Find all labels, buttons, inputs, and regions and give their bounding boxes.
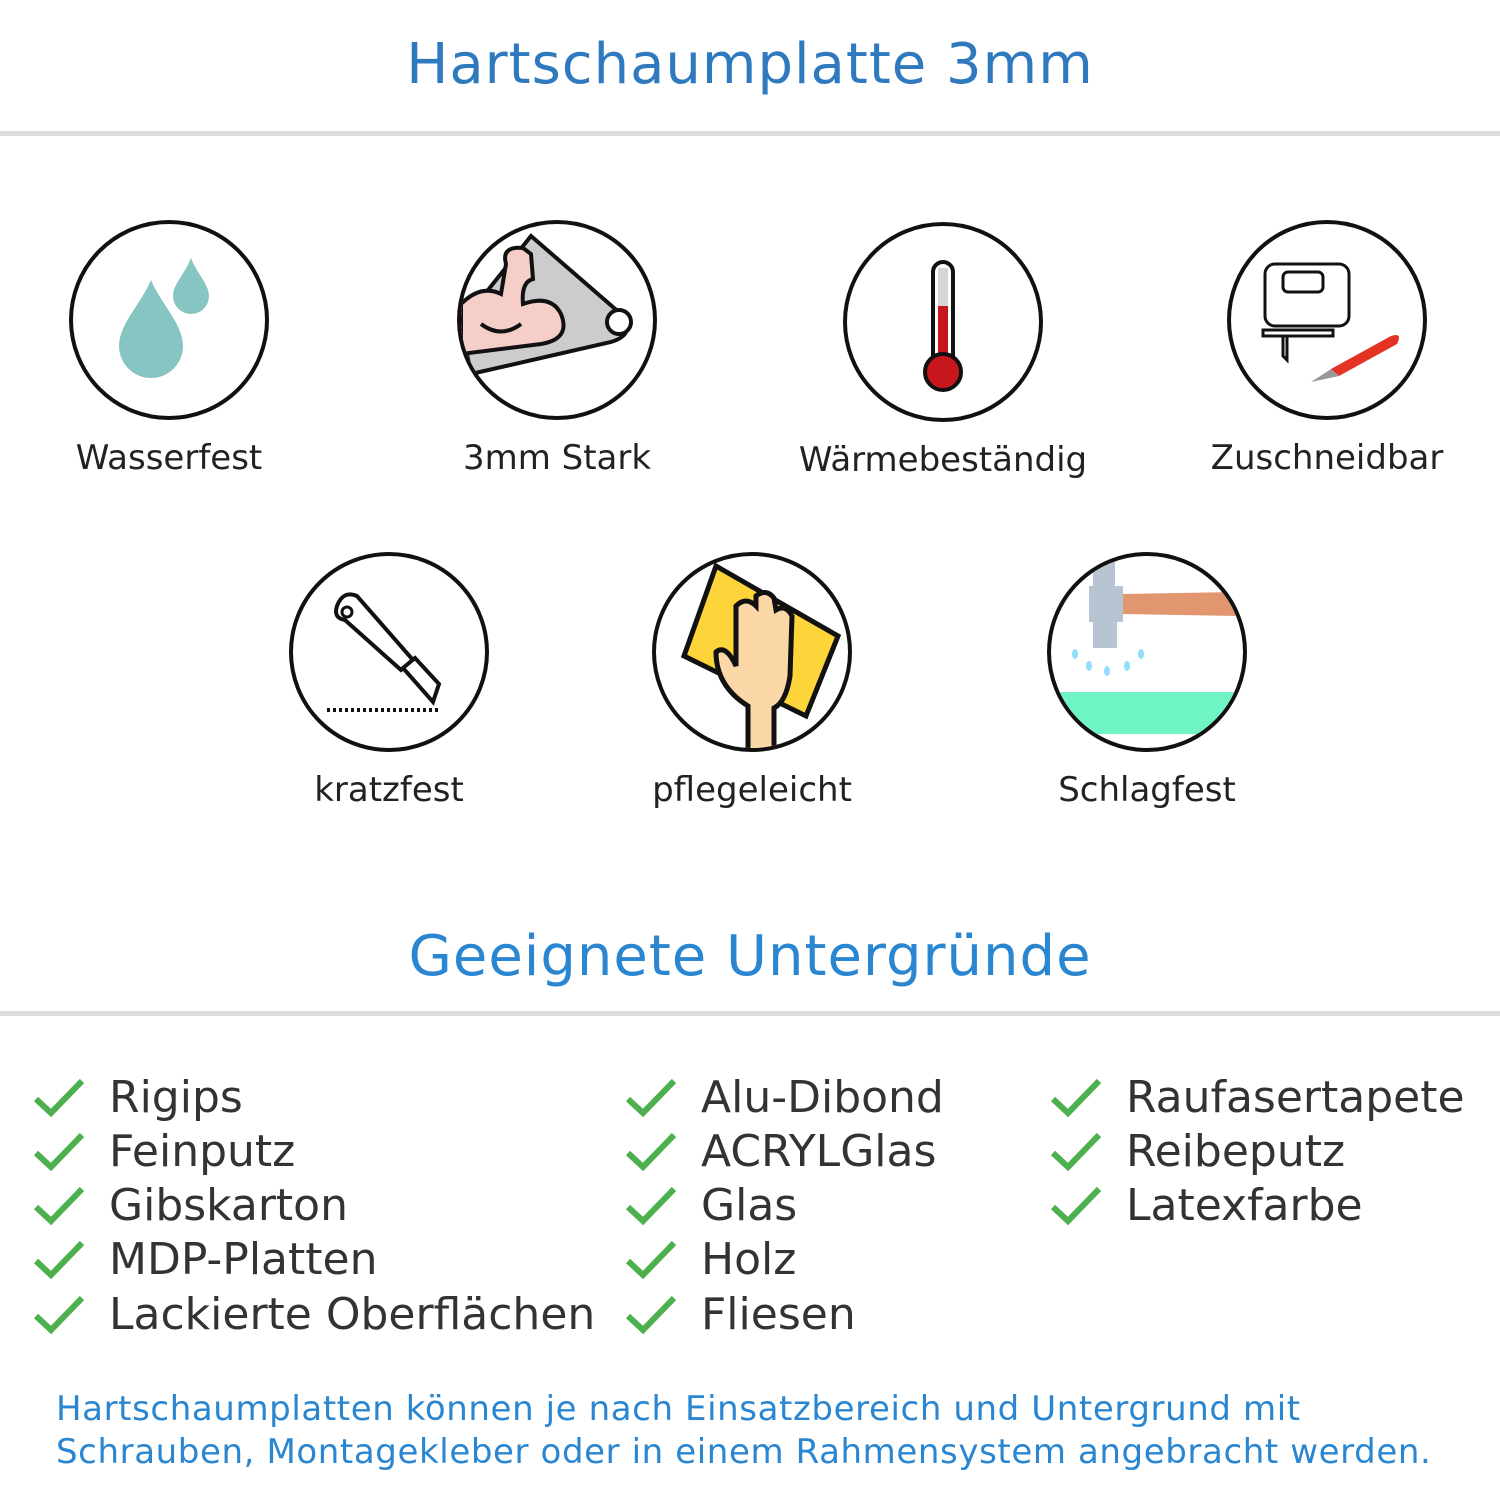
thermometer-icon xyxy=(923,260,963,392)
feature-label: Schlagfest xyxy=(1058,770,1236,810)
surface-label: Holz xyxy=(701,1233,797,1285)
surface-item: Latexfarbe xyxy=(1050,1178,1363,1232)
feature-label: Zuschneidbar xyxy=(1210,438,1444,478)
section-title: Geeignete Untergründe xyxy=(408,924,1092,989)
flexed-arm-icon xyxy=(461,233,633,377)
feature-label: kratzfest xyxy=(314,770,464,810)
mounting-note: Hartschaumplatten können je nach Einsatz… xyxy=(56,1388,1431,1474)
page-title: Hartschaumplatte 3mm xyxy=(406,32,1094,97)
feature-zuschneidbar: Zuschneidbar xyxy=(1147,220,1500,478)
checkmark-icon xyxy=(33,1240,85,1280)
hammer-icon xyxy=(1051,556,1243,734)
surface-label: Glas xyxy=(701,1179,798,1231)
surface-item: MDP-Platten xyxy=(33,1232,377,1286)
surface-item: Reibeputz xyxy=(1050,1124,1345,1178)
surface-label: Feinputz xyxy=(109,1125,296,1177)
feature-label: pflegeleicht xyxy=(652,770,852,810)
checkmark-icon xyxy=(625,1240,677,1280)
feature-wasserfest: Wasserfest xyxy=(0,220,349,478)
checkmark-icon xyxy=(33,1078,85,1118)
surface-label: Lackierte Oberflächen xyxy=(109,1288,596,1340)
surface-label: Raufasertapete xyxy=(1126,1071,1465,1123)
checkmark-icon xyxy=(625,1132,677,1172)
mounting-note-line: Hartschaumplatten können je nach Einsatz… xyxy=(56,1389,1301,1429)
feature-pflegeleicht: pflegeleicht xyxy=(572,552,932,810)
surface-item: Fliesen xyxy=(625,1287,856,1341)
divider xyxy=(0,1011,1500,1016)
surface-label: Alu-Dibond xyxy=(701,1071,944,1123)
utility-knife-icon xyxy=(327,592,442,712)
surface-label: MDP-Platten xyxy=(109,1233,378,1285)
water-drops-icon xyxy=(119,258,209,378)
surface-item: Rigips xyxy=(33,1070,243,1124)
checkmark-icon xyxy=(33,1186,85,1226)
checkmark-icon xyxy=(33,1132,85,1172)
feature-kratzfest: kratzfest xyxy=(209,552,569,810)
checkmark-icon xyxy=(625,1186,677,1226)
feature-schlagfest: Schlagfest xyxy=(967,552,1327,810)
checkmark-icon xyxy=(625,1295,677,1335)
surface-label: Latexfarbe xyxy=(1126,1179,1363,1231)
feature-waermebestaendig: Wärmebeständig xyxy=(763,222,1123,480)
hand-sponge-icon xyxy=(680,562,842,748)
checkmark-icon xyxy=(33,1295,85,1335)
jigsaw-cutter-icon xyxy=(1261,262,1399,382)
divider xyxy=(0,131,1500,136)
surface-item: Glas xyxy=(625,1178,797,1232)
checkmark-icon xyxy=(625,1078,677,1118)
surface-label: Gibskarton xyxy=(109,1179,348,1231)
surface-item: Gibskarton xyxy=(33,1178,348,1232)
surface-item: Holz xyxy=(625,1232,796,1286)
feature-label: Wärmebeständig xyxy=(798,440,1088,480)
surface-label: ACRYLGlas xyxy=(701,1125,937,1177)
surface-item: Lackierte Oberflächen xyxy=(33,1287,595,1341)
feature-label: 3mm Stark xyxy=(462,438,652,478)
mounting-note-line: Schrauben, Montagekleber oder in einem R… xyxy=(56,1432,1432,1472)
checkmark-icon xyxy=(1050,1078,1102,1118)
surface-item: Alu-Dibond xyxy=(625,1070,944,1124)
surface-label: Fliesen xyxy=(701,1288,856,1340)
feature-label: Wasserfest xyxy=(75,438,263,478)
checkmark-icon xyxy=(1050,1186,1102,1226)
surface-item: ACRYLGlas xyxy=(625,1124,936,1178)
surface-item: Raufasertapete xyxy=(1050,1070,1465,1124)
surface-label: Reibeputz xyxy=(1126,1125,1346,1177)
surface-label: Rigips xyxy=(109,1071,243,1123)
feature-3mm-stark: 3mm Stark xyxy=(377,220,737,478)
checkmark-icon xyxy=(1050,1132,1102,1172)
surface-item: Feinputz xyxy=(33,1124,295,1178)
